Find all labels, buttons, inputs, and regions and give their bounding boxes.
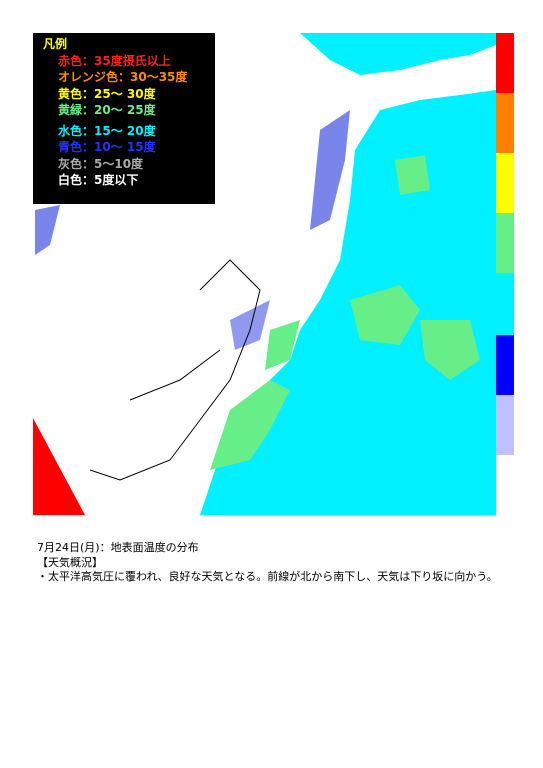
legend-item: 赤色：35度摂氏以上 <box>58 53 171 68</box>
warm-area <box>210 380 290 470</box>
legend-item: 水色：15～ 20度 <box>58 123 156 138</box>
legend: 凡例 赤色：35度摂氏以上 オレンジ色：30～35度 黄色：25～ 30度 黄緑… <box>33 33 215 204</box>
cool-area <box>35 205 60 255</box>
legend-item: 白色：5度以下 <box>58 173 139 187</box>
cool-area <box>310 110 350 230</box>
legend-item: オレンジ色：30～35度 <box>58 70 188 84</box>
scale-yellow <box>496 153 514 213</box>
caption-title: 7月24日(月)：地表面温度の分布 <box>37 541 199 554</box>
caption-body: ・太平洋高気圧に覆われ、良好な天気となる。前線が北から南下し、天気は下り坂に向か… <box>37 570 498 583</box>
legend-title: 凡例 <box>43 37 68 51</box>
scale-gray <box>496 395 514 455</box>
scale-green <box>496 213 514 273</box>
legend-item: 青色：10～ 15度 <box>58 140 156 154</box>
caption: 7月24日(月)：地表面温度の分布 【天気概況】 ・太平洋高気圧に覆われ、良好な… <box>37 541 507 585</box>
scale-cyan <box>496 273 514 335</box>
legend-item: 黄色：25～ 30度 <box>58 86 156 101</box>
warm-area <box>420 320 480 380</box>
caption-section: 【天気概況】 <box>37 555 103 569</box>
legend-item: 灰色：5～10度 <box>58 156 144 171</box>
cool-area <box>230 300 270 350</box>
boundary <box>89 259 261 481</box>
warm-area <box>350 285 420 345</box>
warm-area <box>265 320 300 370</box>
scale-red <box>496 33 514 93</box>
hot-area <box>33 418 85 515</box>
warm-area <box>395 155 430 195</box>
legend-item: 黄緑：20～ 25度 <box>58 103 156 117</box>
scale-orange <box>496 93 514 153</box>
scale-blue <box>496 335 514 395</box>
